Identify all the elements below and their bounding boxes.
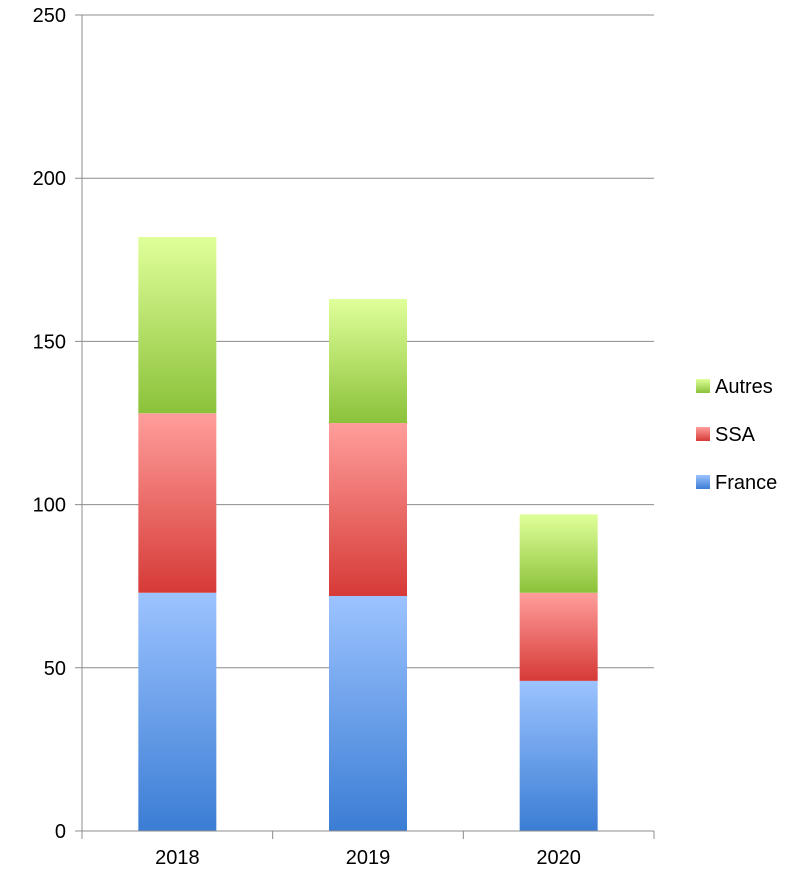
bar-france-2018 — [138, 592, 217, 831]
bar-ssa-2020 — [519, 592, 598, 681]
legend-swatch-autres — [696, 379, 710, 393]
legend-label-autres: Autres — [715, 376, 773, 398]
legend-label-france: France — [715, 472, 777, 494]
bar-ssa-2018 — [138, 413, 217, 593]
axes — [75, 15, 655, 839]
bar-autres-2019 — [329, 298, 407, 423]
legend-swatch-ssa — [696, 427, 710, 441]
legend-swatch-france — [696, 475, 710, 489]
y-tick-label: 100 — [33, 495, 66, 517]
bar-france-2020 — [519, 680, 598, 831]
bar-france-2019 — [329, 595, 407, 831]
y-tick-label: 50 — [44, 658, 66, 680]
y-tick-label: 200 — [33, 168, 66, 190]
x-tick-label: 2019 — [346, 847, 391, 869]
y-tick-label: 0 — [55, 821, 66, 843]
legend: Autres SSA France — [696, 376, 777, 494]
y-tick-label: 150 — [33, 331, 66, 353]
bar-ssa-2019 — [329, 423, 407, 596]
x-tick-label: 2018 — [155, 847, 200, 869]
x-tick-label: 2020 — [536, 847, 581, 869]
legend-label-ssa: SSA — [715, 424, 756, 446]
bars — [138, 236, 598, 831]
bar-autres-2018 — [138, 236, 217, 414]
x-tick-labels: 2018 2019 2020 — [155, 847, 581, 869]
y-tick-label: 250 — [33, 5, 66, 27]
bar-autres-2020 — [519, 514, 598, 593]
y-tick-labels: 0 50 100 150 200 250 — [33, 5, 66, 843]
